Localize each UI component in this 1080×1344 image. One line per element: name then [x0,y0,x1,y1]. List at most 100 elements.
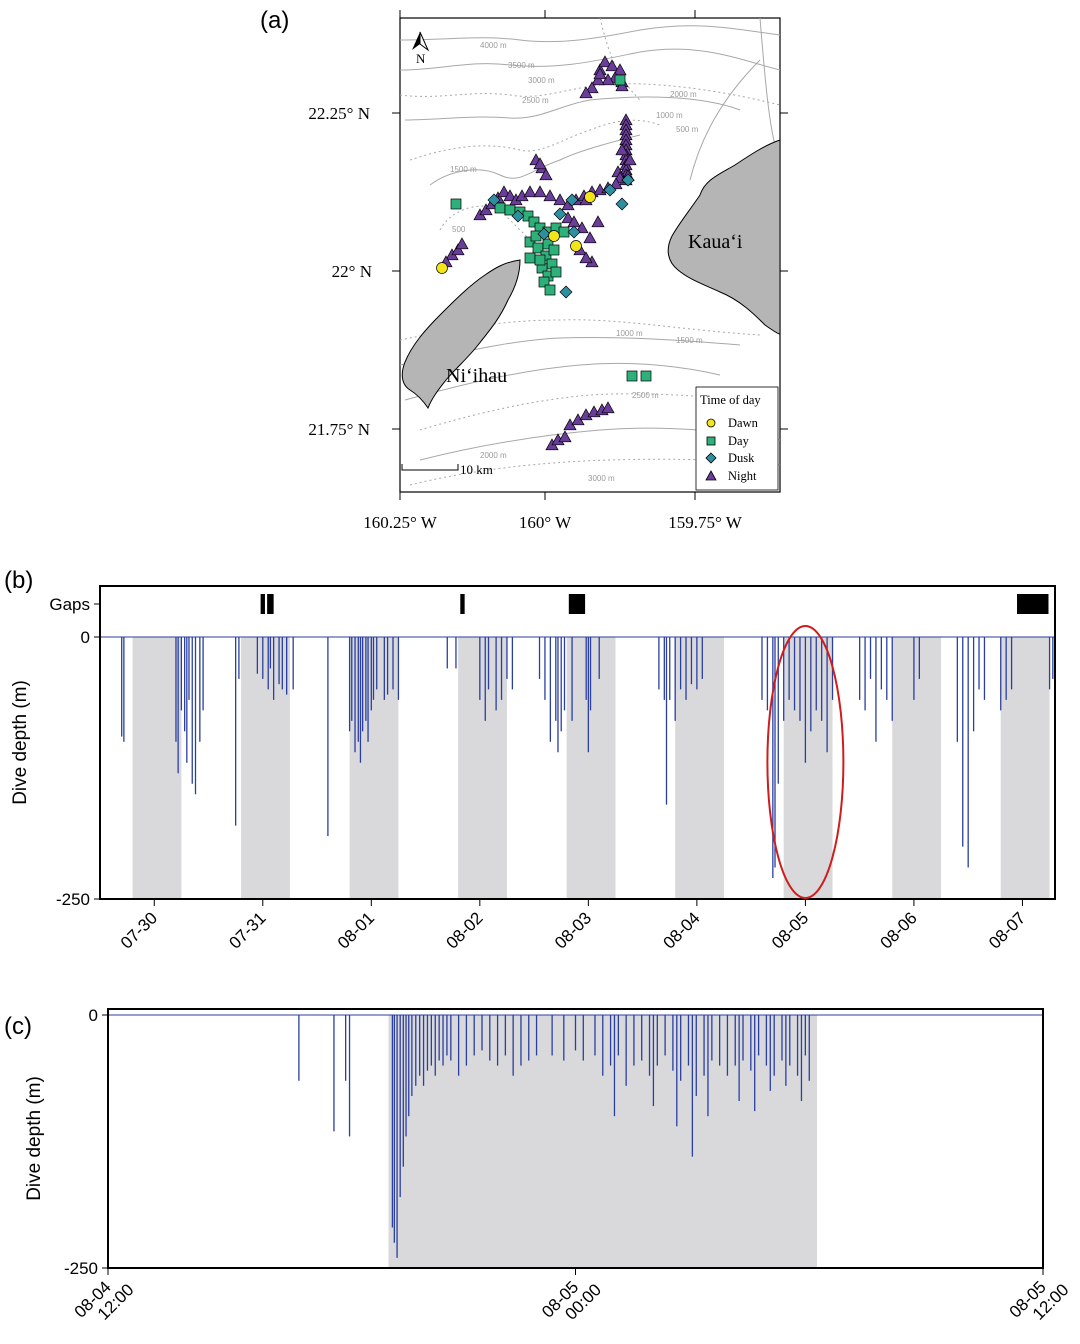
y-tick-label: -250 [64,1259,98,1278]
lat-tick-label: 22.25° N [308,104,370,123]
y-tick-label: -250 [56,890,90,909]
day-point [548,244,560,256]
x-tick-label: 08-05 [768,908,812,952]
y-tick-label: 0 [89,1006,98,1025]
x-tick-label: 08-03 [551,908,595,952]
panel-b: (b) Gaps 0 -250 Dive depth (m) 07-30 07-31 08-… [4,567,1056,953]
legend-item-night: Night [705,469,757,483]
night-point [601,401,615,414]
panel-b-label: (b) [4,567,33,594]
night-shading [783,637,833,899]
night-point [593,67,607,80]
kauai-label: Kauaʻi [688,231,743,253]
day-point [640,370,652,382]
night-shading [892,637,942,899]
dusk-point [511,209,525,223]
legend-item-day: Day [706,434,750,448]
highlight-ellipse [766,625,845,899]
lon-tick-label: 159.75° W [668,513,742,532]
contour-label: 3500 m [508,61,535,70]
night-shading [1000,637,1050,899]
x-tick-label: 08-01 [334,908,378,952]
legend-label: Day [728,434,750,448]
contour-label: 2500 m [522,96,549,105]
night-point [503,189,517,202]
gap-bar [460,594,465,614]
night-point [601,73,615,86]
dawn-marker-icon [706,418,716,428]
y-axis-label: Dive depth (m) [24,1076,45,1201]
night-marker-icon [705,470,717,481]
lon-tick-label: 160° W [519,513,572,532]
dawn-point [436,262,448,274]
dawn-point [548,230,560,242]
gap-bar [260,594,265,614]
panel-a-label: (a) [260,7,289,34]
day-point [524,236,536,248]
contour-label: 2000 m [670,90,697,99]
scale-bar: 10 km [401,462,493,477]
night-point [605,59,619,72]
contour-label: 1000 m [616,329,643,338]
kauai-island [667,139,781,335]
day-marker-icon [706,436,716,446]
contour-label: 1500 m [676,336,703,345]
niihau-island [401,259,521,410]
night-point [585,81,599,94]
gaps-label: Gaps [49,595,90,614]
location-points [436,55,652,451]
day-point [544,284,556,296]
panel-a: (a) [260,7,788,532]
night-point [479,203,493,216]
night-point [615,79,629,92]
contour-label: 500 [452,225,466,234]
dusk-point [615,197,629,211]
night-shading [132,637,182,899]
day-point [542,238,554,250]
dusk-point [487,193,501,207]
gap-bar [568,594,586,614]
contour-label: 3000 m [588,474,615,483]
night-point [558,430,572,443]
gap-bar [1017,594,1049,614]
day-point [450,198,462,210]
scale-bar-label: 10 km [460,462,493,477]
night-point [623,153,637,166]
map-ticks [392,10,788,500]
contour-label: 2500 m [632,391,659,400]
north-arrow-icon: N [412,31,430,66]
night-point [561,211,575,224]
x-tick-label: 08-0512:00 [1006,1267,1073,1334]
day-point [504,204,516,216]
night-point [615,143,629,156]
dusk-point [567,225,581,239]
lon-tick-label: 160.25° W [363,513,437,532]
x-tick-label: 08-06 [877,908,921,952]
day-point [524,252,536,264]
night-point [451,243,465,256]
contour-label: 1500 m [450,165,477,174]
day-point [494,202,506,214]
night-point [523,185,537,198]
dusk-marker-icon [705,452,717,464]
night-point [583,231,597,244]
contour-label: 500 m [676,125,699,134]
night-point [591,215,605,228]
dusk-point [603,183,617,197]
contour-label: 1000 m [656,111,683,120]
x-tick-label: 08-02 [442,908,486,952]
day-point [558,226,570,238]
legend-title: Time of day [700,393,761,407]
dawn-point [570,240,582,252]
gap-bar [267,594,274,614]
x-tick-label: 08-04 [660,908,704,952]
night-point [539,168,553,181]
x-tick-label: 08-0500:00 [538,1267,605,1334]
night-point [553,193,567,206]
night-point [533,157,547,170]
niihau-label: Niʻihau [446,365,507,387]
night-point [609,177,623,190]
legend-label: Dusk [728,451,755,465]
